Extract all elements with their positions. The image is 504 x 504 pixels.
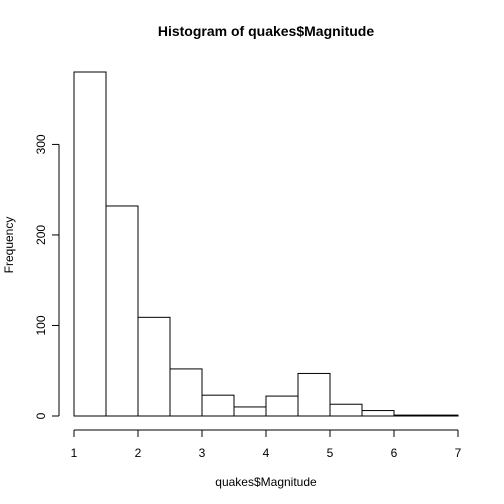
x-axis: 1 2 3 4 5 6 7 <box>71 429 462 460</box>
histogram-bar-3 <box>169 368 203 417</box>
x-tick-label-5: 5 <box>327 446 334 460</box>
x-axis-label: quakes$Magnitude <box>215 475 317 489</box>
histogram-bar-8 <box>329 403 363 417</box>
y-tick-label-200: 200 <box>34 225 48 245</box>
y-axis-label: Frequency <box>2 217 16 274</box>
x-tick-label-3: 3 <box>199 446 206 460</box>
histogram-bar-0 <box>73 71 107 417</box>
y-tick-label-300: 300 <box>34 134 48 154</box>
x-tick-label-2: 2 <box>135 446 142 460</box>
x-tick-label-4: 4 <box>263 446 270 460</box>
histogram-bar-2 <box>137 316 171 417</box>
histogram-bar-7 <box>297 372 331 417</box>
histogram-bars <box>73 71 459 417</box>
y-tick-label-100: 100 <box>34 315 48 335</box>
histogram-bar-9 <box>361 410 395 417</box>
histogram-bar-6 <box>265 395 299 417</box>
histogram-bar-4 <box>201 394 235 417</box>
histogram-bar-10 <box>393 414 427 417</box>
chart-title: Histogram of quakes$Magnitude <box>158 23 374 39</box>
x-tick-label-7: 7 <box>455 446 462 460</box>
y-axis: 0 100 200 300 <box>34 134 60 419</box>
y-tick-label-0: 0 <box>34 412 48 419</box>
x-tick-label-1: 1 <box>71 446 78 460</box>
histogram-bar-11 <box>425 414 459 417</box>
histogram-bar-1 <box>105 205 139 417</box>
histogram-bar-5 <box>233 406 267 417</box>
x-tick-label-6: 6 <box>391 446 398 460</box>
